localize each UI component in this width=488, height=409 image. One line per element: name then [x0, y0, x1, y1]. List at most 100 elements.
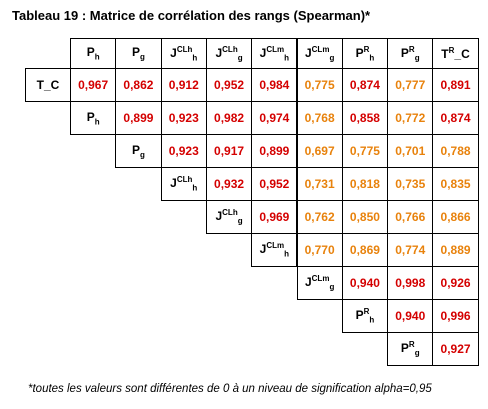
label-sub: g — [414, 348, 420, 358]
value: 0,858 — [349, 111, 380, 125]
label: JCLmh — [260, 241, 289, 258]
value-cell: 0,701 — [387, 134, 434, 168]
label-sup: R — [363, 307, 370, 317]
row-header: PRh — [341, 299, 389, 333]
label-base: J — [170, 176, 177, 191]
label: PRg — [401, 45, 420, 62]
value-cell: 0,889 — [432, 233, 479, 267]
label-base: P — [86, 109, 95, 124]
value: 0,998 — [395, 276, 426, 290]
label: TR_C — [441, 46, 469, 61]
value-cell: 0,766 — [387, 200, 434, 234]
label-sup: CLh — [222, 208, 238, 218]
row-header: Ph — [70, 101, 117, 135]
label-base: J — [170, 45, 177, 60]
value: 0,697 — [304, 144, 335, 158]
label: PRh — [356, 45, 375, 62]
value: 0,952 — [214, 78, 245, 92]
row-header: JCLhh — [160, 167, 207, 201]
label-sub: h — [94, 52, 100, 62]
value: 0,869 — [349, 243, 380, 257]
column-header: TR_C — [432, 38, 479, 69]
value: 0,923 — [168, 144, 199, 158]
label-base: T_C — [36, 78, 60, 92]
value-cell: 0,952 — [251, 167, 298, 201]
value-cell: 0,923 — [160, 101, 207, 135]
value: 0,777 — [395, 78, 426, 92]
value: 0,927 — [440, 342, 471, 356]
value: 0,996 — [440, 309, 471, 323]
value: 0,923 — [168, 111, 199, 125]
label: JCLmh — [260, 45, 289, 62]
label-base: P — [400, 45, 409, 60]
value-cell: 0,899 — [115, 101, 162, 135]
value-cell: 0,818 — [341, 167, 389, 201]
value: 0,974 — [259, 111, 290, 125]
label-base: T — [441, 47, 449, 61]
value: 0,940 — [349, 276, 380, 290]
column-header: PRg — [387, 38, 434, 69]
label: JCLhh — [170, 45, 197, 62]
value: 0,891 — [440, 78, 471, 92]
value: 0,932 — [214, 177, 245, 191]
value: 0,818 — [349, 177, 380, 191]
column-header: JCLmg — [296, 38, 343, 69]
label-sup: R — [448, 46, 455, 55]
label-base: P — [400, 341, 409, 356]
label-sub: h — [369, 315, 375, 325]
value-cell: 0,891 — [432, 68, 479, 102]
value-cell: 0,772 — [387, 101, 434, 135]
value-cell: 0,762 — [296, 200, 343, 234]
label-base: P — [131, 142, 140, 157]
label-sup: CLh — [176, 175, 193, 185]
value: 0,899 — [259, 144, 290, 158]
label-sub: g — [237, 53, 243, 63]
row-header: JCLmg — [296, 266, 343, 300]
label: Ph — [87, 45, 100, 61]
label: JCLmg — [305, 274, 334, 291]
label-base: P — [131, 45, 140, 60]
value: 0,917 — [214, 144, 245, 158]
label-sub: h — [192, 183, 198, 193]
label-sup: R — [408, 44, 415, 54]
label-sup: CLh — [222, 44, 238, 54]
value-cell: 0,912 — [160, 68, 207, 102]
value: 0,952 — [259, 177, 290, 191]
label-base: J — [215, 209, 223, 224]
value: 0,866 — [440, 210, 471, 224]
value: 0,775 — [349, 144, 380, 158]
value-cell: 0,788 — [432, 134, 479, 168]
label: PRh — [356, 307, 375, 324]
value-cell: 0,858 — [341, 101, 389, 135]
label-sub: g — [140, 150, 145, 160]
value: 0,889 — [440, 243, 471, 257]
label: Pg — [132, 45, 145, 61]
label-base: J — [259, 242, 267, 257]
label-sub: h — [94, 117, 100, 127]
value: 0,775 — [304, 78, 335, 92]
label-sub: g — [237, 216, 243, 226]
value-cell: 0,775 — [341, 134, 389, 168]
value-cell: 0,874 — [432, 101, 479, 135]
value: 0,940 — [395, 309, 426, 323]
label-sup: CLm — [266, 44, 285, 54]
row-header: Pg — [115, 134, 162, 168]
value-cell: 0,777 — [387, 68, 434, 102]
label-sup: CLh — [176, 44, 193, 54]
column-header: PRh — [341, 38, 389, 69]
value-cell: 0,923 — [160, 134, 207, 168]
value-cell: 0,998 — [387, 266, 434, 300]
value: 0,701 — [395, 144, 426, 158]
label-sub: h — [369, 53, 375, 63]
table-title: Tableau 19 : Matrice de corrélation des … — [12, 8, 371, 23]
value: 0,912 — [168, 78, 199, 92]
value: 0,766 — [395, 210, 426, 224]
value-cell: 0,735 — [387, 167, 434, 201]
column-header: JCLhh — [160, 38, 207, 69]
label-tail: _C — [454, 47, 470, 61]
label-sub: h — [192, 53, 198, 63]
column-header: Pg — [115, 38, 162, 69]
row-header: PRg — [387, 332, 434, 366]
value: 0,862 — [123, 78, 154, 92]
